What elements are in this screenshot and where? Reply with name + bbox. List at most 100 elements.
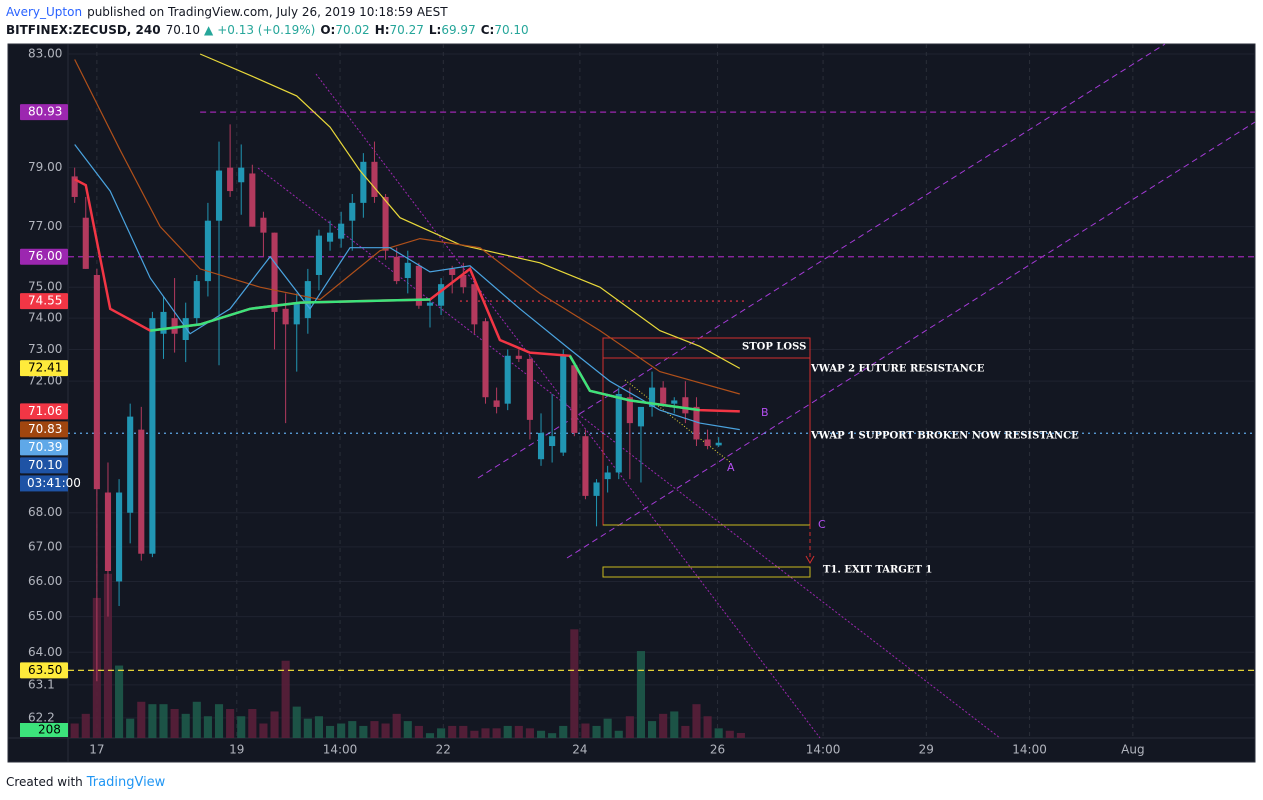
volume-bar — [359, 725, 368, 738]
candle-body — [449, 268, 456, 275]
candle-body — [127, 416, 134, 513]
candle-body — [193, 281, 200, 319]
candle-body — [493, 400, 500, 407]
volume-bar — [103, 573, 113, 738]
candle-body — [660, 387, 667, 404]
candle-body — [593, 482, 600, 496]
price-label-bg — [20, 248, 68, 265]
volume-bar — [403, 721, 412, 738]
x-tick-label: 14:00 — [806, 743, 841, 757]
l: 69.97 — [441, 23, 475, 37]
price-label: 70.83 — [28, 422, 62, 436]
path-line — [624, 379, 731, 463]
volume-bar — [226, 709, 235, 738]
candle-body — [304, 281, 311, 319]
candle-body — [393, 256, 400, 282]
indicator-line — [150, 298, 431, 332]
volume-bar — [337, 723, 346, 738]
candle-body — [515, 355, 522, 359]
y-tick-label: 73.00 — [28, 342, 62, 356]
volume-bar — [681, 725, 690, 738]
indicator-line — [199, 53, 741, 369]
drawings — [257, 43, 1256, 739]
candle-body — [182, 318, 189, 341]
candle-body — [138, 429, 145, 554]
indicator-line — [74, 144, 740, 431]
volume-bar — [592, 725, 601, 738]
indicator-line — [568, 355, 700, 412]
candle-body — [215, 170, 223, 221]
volume-bar — [292, 706, 301, 738]
volume-bar — [503, 725, 512, 738]
candle-body — [460, 274, 467, 288]
volume-bar — [170, 709, 179, 738]
candle-body — [671, 400, 678, 404]
x-tick-label: Aug — [1121, 743, 1144, 757]
candle-body — [649, 387, 656, 407]
published: published on TradingView.com, July 26, 2… — [87, 5, 448, 19]
volume-bar — [192, 701, 201, 738]
candle-body — [504, 355, 511, 404]
candle-body — [604, 472, 611, 480]
point-label: B — [761, 406, 769, 419]
annotation: T1. EXIT TARGET 1 — [823, 565, 932, 576]
candle-body — [426, 302, 434, 306]
x-tick-label: 24 — [572, 743, 587, 757]
y-tick-label: 66.00 — [28, 574, 62, 588]
volume-bar — [514, 725, 523, 738]
volume-bar — [126, 718, 135, 738]
annotation: STOP LOSS — [742, 342, 806, 353]
candle-body — [227, 167, 234, 192]
candle-body — [104, 492, 112, 572]
volume-bar — [459, 725, 468, 738]
candle-body — [360, 161, 367, 203]
y-tick-label: 77.00 — [28, 219, 62, 233]
volume-bar — [470, 730, 479, 738]
volume-bar — [159, 704, 168, 738]
y-tick-label: 74.00 — [28, 311, 62, 325]
price-label-bg — [20, 457, 68, 474]
volume-bar — [370, 721, 379, 738]
channel-line — [315, 73, 821, 739]
annotation: VWAP 2 FUTURE RESISTANCE — [810, 364, 985, 375]
point-label: A — [727, 461, 735, 474]
candle-body — [693, 406, 700, 440]
volume-bar — [214, 704, 224, 738]
candle-body — [438, 284, 445, 306]
volume-bar — [270, 711, 279, 738]
price-label-bg — [20, 421, 68, 438]
y-tick-label: 79.00 — [28, 160, 62, 174]
o: 70.02 — [335, 23, 369, 37]
x-tick-label: 14:00 — [1012, 743, 1047, 757]
point-label: C — [818, 518, 826, 531]
volume-bar — [248, 709, 257, 738]
last: 70.10 — [166, 23, 200, 37]
volume-bar — [736, 732, 745, 738]
volume-bar — [714, 728, 723, 738]
y-tick-label: 62.2 — [28, 710, 55, 724]
footer-text: Created with — [6, 775, 83, 789]
volume-bar — [437, 728, 446, 738]
footer-brand[interactable]: TradingView — [86, 775, 166, 790]
volume-label-bg — [20, 723, 68, 737]
volume-bar — [325, 725, 335, 738]
c-label: C: — [481, 23, 495, 37]
price-label: 63.50 — [28, 663, 62, 677]
author[interactable]: Avery_Upton — [6, 5, 82, 19]
volume-bar — [570, 629, 579, 738]
candle-body — [71, 176, 78, 197]
h: 70.27 — [390, 23, 424, 37]
price-label-bg — [20, 403, 68, 420]
volume-bar — [636, 651, 646, 738]
candle-body — [271, 232, 278, 312]
volume-bar — [492, 728, 501, 738]
volume-bar — [692, 704, 701, 738]
candle-body — [715, 442, 722, 446]
volume-bar — [348, 721, 357, 738]
price-axis: 83.00 79.00 77.00 75.00 74.00 73.00 72.00 68.00… — [20, 46, 81, 737]
candle-body — [382, 196, 389, 251]
x-tick-label: 14:00 — [323, 743, 358, 757]
candle-body — [582, 436, 589, 496]
candle-body — [526, 358, 533, 420]
